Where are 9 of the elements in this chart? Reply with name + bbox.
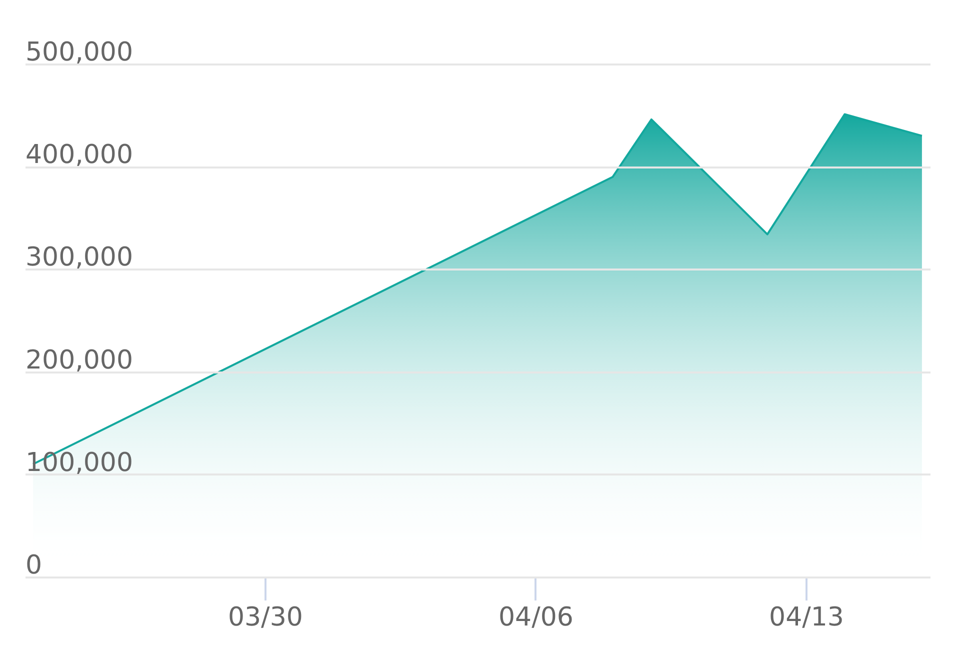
y-tick-label: 0 (26, 550, 42, 580)
y-tick-label: 300,000 (26, 242, 134, 273)
y-tick-label: 500,000 (26, 38, 134, 68)
y-tick-label: 200,000 (26, 345, 134, 376)
x-tick-label: 04/06 (498, 602, 574, 632)
y-tick-label: 100,000 (26, 448, 134, 478)
x-tick-label: 04/13 (769, 602, 844, 632)
y-tick-label: 400,000 (26, 140, 134, 170)
x-tick-label: 03/30 (228, 602, 303, 632)
